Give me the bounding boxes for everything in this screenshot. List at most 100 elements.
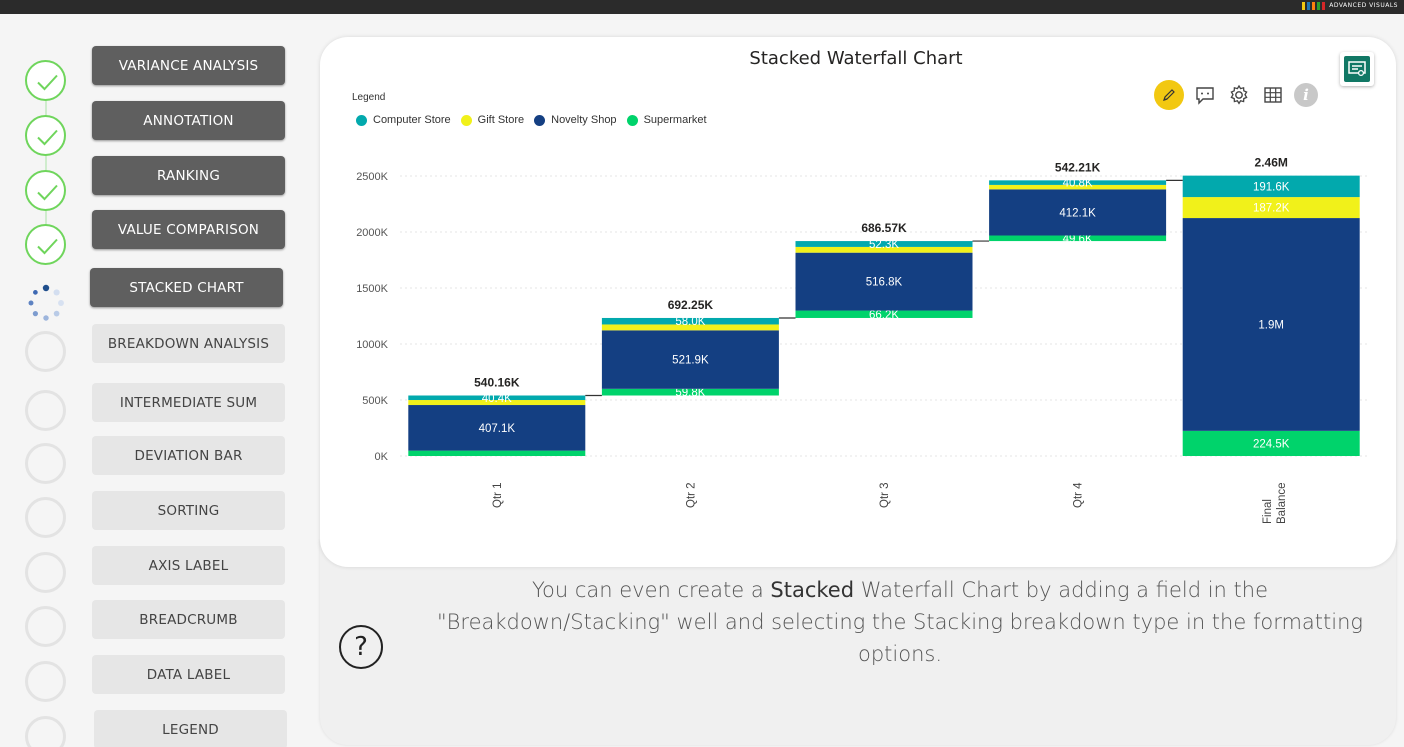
step-complete-icon bbox=[25, 224, 66, 265]
legend-marker bbox=[534, 114, 546, 126]
legend-item[interactable]: Gift Store bbox=[460, 114, 525, 126]
step-pending-icon bbox=[25, 552, 66, 593]
y-tick-label: 2000K bbox=[356, 227, 388, 239]
step-complete-icon bbox=[25, 170, 66, 211]
bar-segment bbox=[989, 189, 1167, 236]
step-button-axis-label[interactable]: AXIS LABEL bbox=[92, 546, 285, 585]
step-button-stacked-chart[interactable]: STACKED CHART bbox=[90, 268, 283, 307]
step-complete-icon bbox=[25, 115, 66, 156]
step-pending-icon bbox=[25, 443, 66, 484]
brand-bar bbox=[1322, 2, 1326, 10]
table-icon[interactable] bbox=[1260, 82, 1286, 108]
data-label: 191.6K bbox=[1253, 181, 1290, 193]
x-tick-label-line: Balance bbox=[1276, 482, 1288, 524]
bar-segment bbox=[795, 246, 973, 253]
step-button-variance-analysis[interactable]: VARIANCE ANALYSIS bbox=[92, 46, 285, 85]
step-button-deviation-bar[interactable]: DEVIATION BAR bbox=[92, 436, 285, 475]
brand-logo: ADVANCED VISUALS bbox=[1302, 1, 1398, 10]
legend-label: Novelty Shop bbox=[551, 114, 617, 126]
step-pending-icon bbox=[25, 331, 66, 372]
bar-segment bbox=[601, 324, 779, 331]
step-button-sorting[interactable]: SORTING bbox=[92, 491, 285, 530]
bar-segment bbox=[989, 184, 1167, 190]
legend-item[interactable]: Novelty Shop bbox=[534, 114, 617, 126]
help-icon[interactable]: ? bbox=[339, 625, 383, 669]
step-pending-icon bbox=[25, 606, 66, 647]
report-button[interactable] bbox=[1340, 52, 1374, 86]
x-tick-label-line: Qtr 1 bbox=[492, 482, 504, 508]
legend: Computer Store Gift Store Novelty Shop Supe… bbox=[356, 114, 707, 126]
data-label: 58.0K bbox=[675, 316, 705, 328]
step-pending-icon bbox=[25, 716, 66, 747]
x-tick-label: Qtr 2 bbox=[685, 482, 697, 508]
step-button-intermediate-sum[interactable]: INTERMEDIATE SUM bbox=[92, 383, 285, 422]
description-before: You can even create a bbox=[531, 578, 771, 602]
data-label: 1.9M bbox=[1258, 319, 1284, 331]
step-button-value-comparison[interactable]: VALUE COMPARISON bbox=[92, 210, 285, 249]
loading-spinner-icon bbox=[28, 284, 64, 321]
step-button-annotation[interactable]: ANNOTATION bbox=[92, 101, 285, 140]
x-tick-label-line: Qtr 3 bbox=[879, 482, 891, 508]
legend-marker bbox=[460, 114, 472, 126]
step-pending-icon bbox=[25, 390, 66, 431]
description-bold: Stacked bbox=[770, 578, 855, 602]
step-button-data-label[interactable]: DATA LABEL bbox=[92, 655, 285, 694]
x-tick-label-line: Qtr 2 bbox=[685, 482, 697, 508]
step-sidebar: VARIANCE ANALYSIS ANNOTATION RANKING VALUE … bbox=[0, 14, 310, 747]
bar-segment bbox=[408, 450, 586, 456]
legend-marker bbox=[356, 114, 367, 126]
description-after: Waterfall Chart by adding a field in the… bbox=[436, 578, 1363, 666]
legend-label: Supermarket bbox=[643, 114, 707, 126]
bar-segment bbox=[795, 241, 973, 247]
info-icon[interactable]: i bbox=[1294, 83, 1318, 107]
data-label: 66.2K bbox=[869, 309, 899, 321]
bar-segment bbox=[989, 235, 1167, 242]
data-label: 516.8K bbox=[866, 277, 903, 289]
chart-title: Stacked Waterfall Chart bbox=[749, 48, 963, 69]
top-bar: ADVANCED VISUALS bbox=[0, 0, 1404, 14]
step-button-ranking[interactable]: RANKING bbox=[92, 156, 285, 195]
total-label: 2.46M bbox=[1255, 156, 1288, 170]
description-text: You can even create a Stacked Waterfall … bbox=[420, 574, 1380, 670]
bar-segment bbox=[989, 180, 1167, 185]
step-button-legend[interactable]: LEGEND bbox=[94, 710, 287, 747]
data-label: 412.1K bbox=[1059, 207, 1096, 219]
gear-icon[interactable] bbox=[1226, 82, 1252, 108]
legend-marker bbox=[626, 114, 638, 126]
legend-item[interactable]: Computer Store bbox=[356, 114, 451, 126]
step-button-breakdown-analysis[interactable]: BREAKDOWN ANALYSIS bbox=[92, 324, 285, 363]
x-tick-label: Qtr 4 bbox=[1073, 482, 1085, 508]
visual-toolbar: i bbox=[1154, 80, 1318, 110]
y-tick-label: 0K bbox=[375, 451, 389, 463]
x-tick-label: Qtr 1 bbox=[492, 482, 504, 508]
brand-bar bbox=[1302, 2, 1306, 10]
bar-segment bbox=[408, 405, 586, 451]
data-label: 407.1K bbox=[479, 423, 516, 435]
step-button-breadcrumb[interactable]: BREADCRUMB bbox=[92, 600, 285, 639]
total-label: 540.16K bbox=[474, 375, 520, 389]
x-tick-label-line: Qtr 4 bbox=[1073, 482, 1085, 508]
brand-bars-icon bbox=[1302, 1, 1326, 10]
brand-name: ADVANCED VISUALS bbox=[1329, 2, 1398, 9]
bar-segment bbox=[795, 252, 973, 311]
bar-segment bbox=[1182, 430, 1360, 456]
data-label: 224.5K bbox=[1253, 438, 1290, 450]
bar-segment bbox=[601, 317, 779, 325]
step-pending-icon bbox=[25, 497, 66, 538]
step-pending-icon bbox=[25, 661, 66, 702]
data-label: 40.4K bbox=[482, 393, 512, 405]
legend-label: Computer Store bbox=[373, 114, 451, 126]
bar-segment bbox=[601, 330, 779, 389]
brand-bar bbox=[1317, 2, 1321, 10]
legend-label: Gift Store bbox=[477, 114, 525, 126]
pencil-icon[interactable] bbox=[1154, 80, 1184, 110]
bar-segment bbox=[1182, 218, 1360, 431]
x-tick-label: Final Balance bbox=[1262, 482, 1288, 524]
y-tick-label: 500K bbox=[362, 395, 388, 407]
data-label: 187.2K bbox=[1253, 203, 1290, 215]
comment-icon[interactable] bbox=[1192, 82, 1218, 108]
x-tick-label: Qtr 3 bbox=[879, 482, 891, 508]
y-tick-label: 2500K bbox=[356, 171, 388, 183]
bar-segment bbox=[1182, 175, 1360, 198]
legend-item[interactable]: Supermarket bbox=[626, 114, 707, 126]
